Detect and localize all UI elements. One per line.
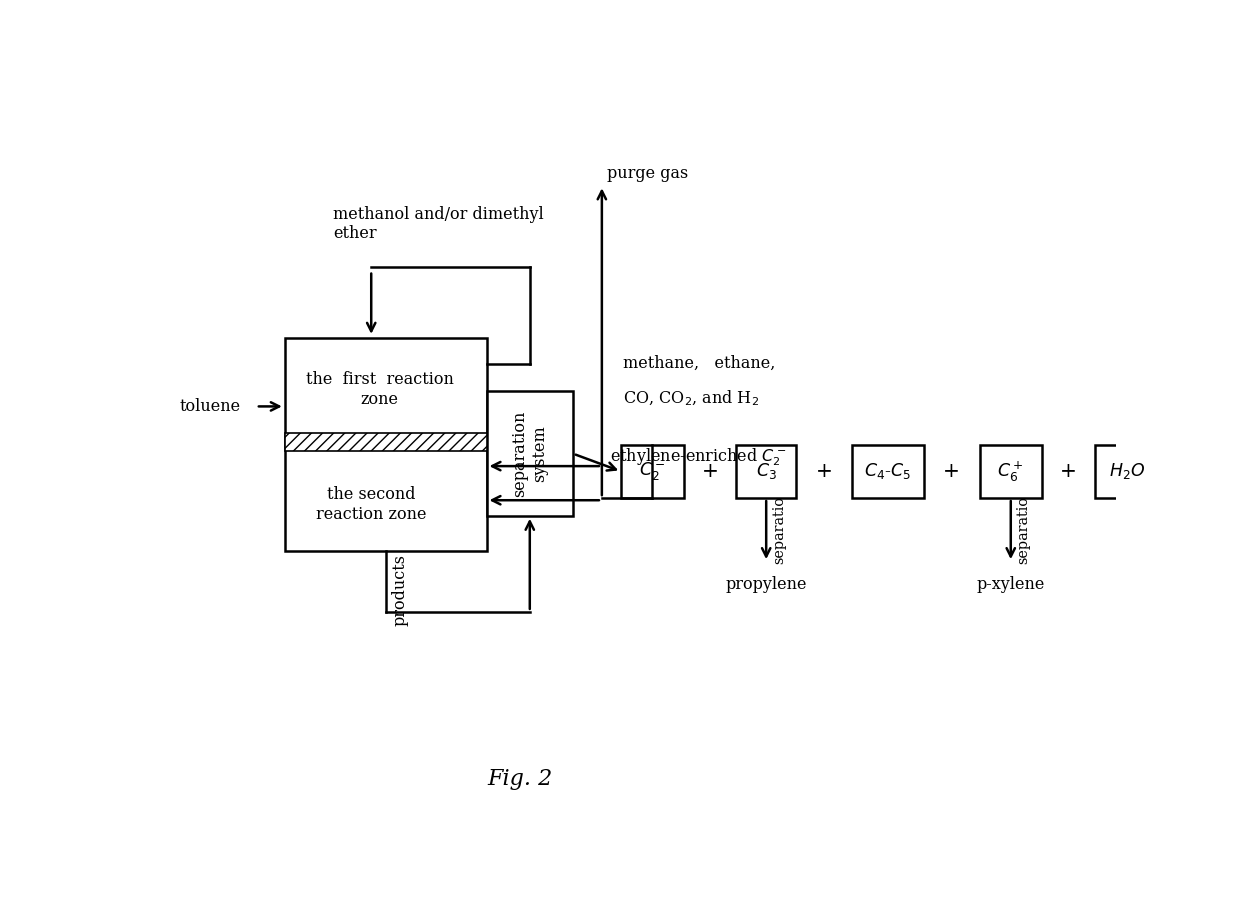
Text: $C_3$: $C_3$ [755, 462, 776, 482]
Text: ethylene-enriched $C_2^-$: ethylene-enriched $C_2^-$ [610, 447, 786, 468]
Text: products: products [392, 555, 408, 627]
Text: the  first  reaction
zone: the first reaction zone [305, 371, 454, 408]
Text: $H_2O$: $H_2O$ [1110, 462, 1146, 482]
Text: separatio: separatio [773, 496, 786, 564]
Text: purge gas: purge gas [606, 165, 688, 182]
Text: separatio: separatio [1017, 496, 1030, 564]
Text: $C_2^-$: $C_2^-$ [639, 461, 666, 483]
Text: propylene: propylene [725, 576, 807, 593]
Text: +: + [1060, 462, 1076, 481]
Text: toluene: toluene [179, 398, 241, 415]
Text: Fig. 2: Fig. 2 [487, 768, 553, 790]
Text: +: + [702, 462, 718, 481]
Text: $C_6^+$: $C_6^+$ [997, 460, 1024, 484]
Text: +: + [816, 462, 832, 481]
Text: $C_4$-$C_5$: $C_4$-$C_5$ [864, 462, 911, 482]
Text: separation
system: separation system [511, 411, 548, 497]
Text: CO, CO$_2$, and H$_2$: CO, CO$_2$, and H$_2$ [622, 389, 759, 408]
Text: methane,   ethane,: methane, ethane, [622, 354, 775, 372]
Bar [285, 338, 486, 551]
Text: methanol and/or dimethyl
ether: methanol and/or dimethyl ether [332, 206, 543, 242]
Bar [621, 445, 683, 498]
Text: p-xylene: p-xylene [977, 576, 1045, 593]
Text: +: + [944, 462, 960, 481]
Bar [980, 445, 1042, 498]
Text: the second
reaction zone: the second reaction zone [316, 486, 427, 522]
Bar [852, 445, 924, 498]
Bar [1095, 445, 1161, 498]
Bar [737, 445, 796, 498]
Bar [486, 391, 573, 516]
Bar [285, 434, 486, 451]
